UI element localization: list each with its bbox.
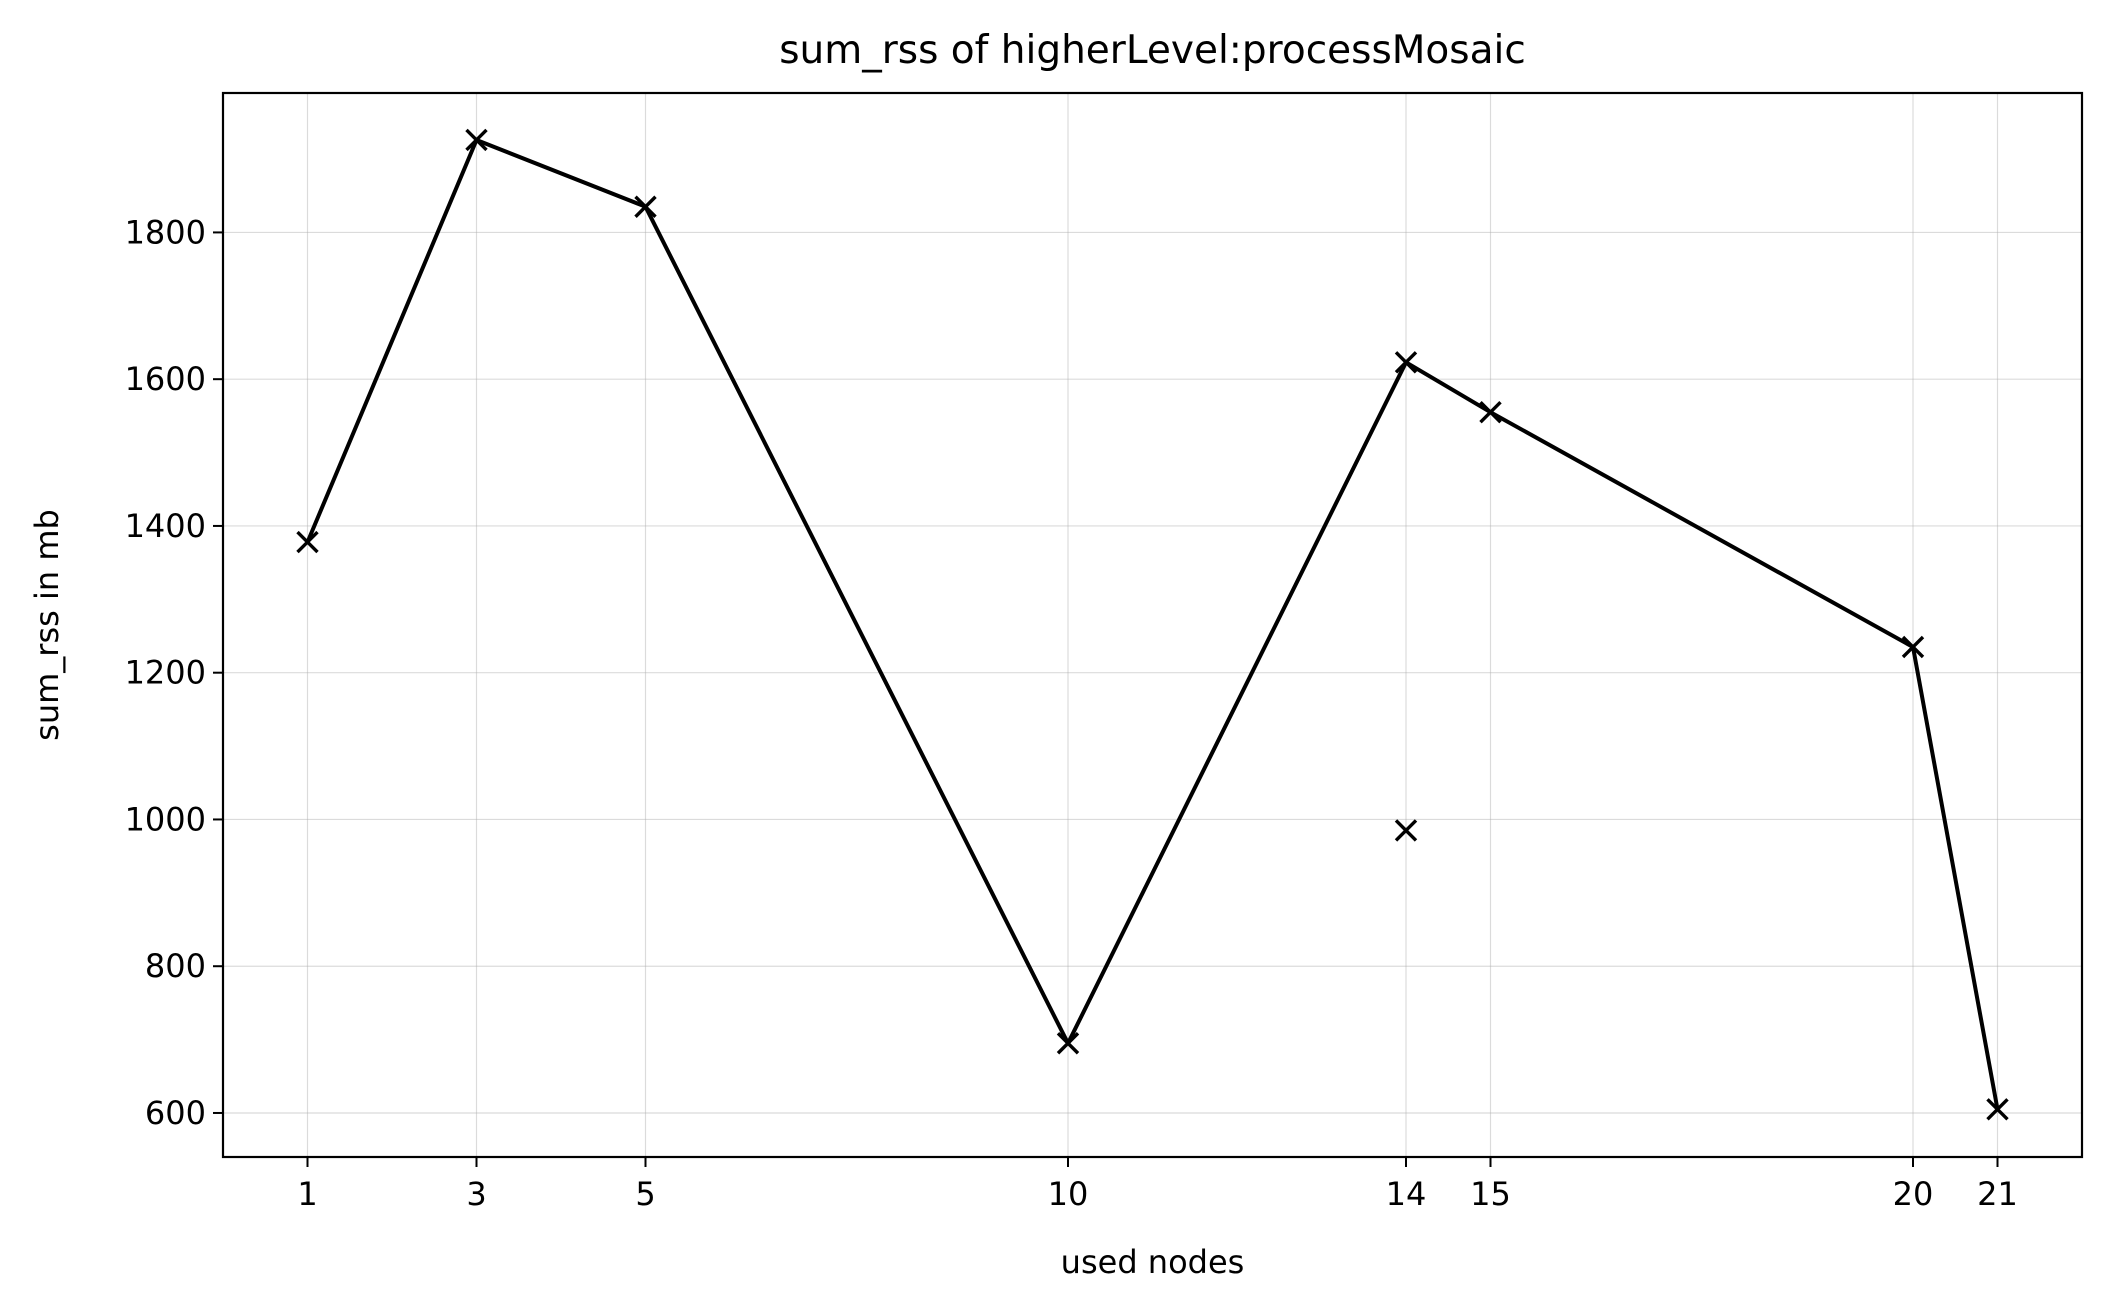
x-tick-label: 5: [635, 1175, 655, 1213]
series-layer: [296, 128, 2009, 1121]
series-line: [305, 138, 2000, 1110]
x-tick-label: 21: [1977, 1175, 2018, 1213]
x-tick-label: 10: [1048, 1175, 1089, 1213]
x-axis: 1 3 5 10 14 15 20 21: [297, 1157, 2018, 1213]
x-tick-label: 3: [466, 1175, 486, 1213]
y-tick-label: 1400: [125, 507, 206, 545]
x-tick-label: 20: [1893, 1175, 1934, 1213]
data-point-marker: [1394, 351, 1418, 374]
y-tick-label: 600: [145, 1094, 206, 1132]
data-point-marker: [1901, 635, 1925, 659]
x-tick-label: 15: [1470, 1175, 1511, 1213]
y-tick-label: 1800: [125, 213, 206, 251]
data-point-marker: [1986, 1098, 2009, 1121]
chart-title: sum_rss of higherLevel:processMosaic: [779, 28, 1526, 73]
y-axis: 600 800 1000 1200 1400 1600 1800: [125, 213, 223, 1132]
y-tick-label: 1600: [125, 360, 206, 398]
x-axis-label: used nodes: [1061, 1243, 1245, 1281]
data-point-marker: [634, 195, 657, 218]
data-point-marker: [1479, 400, 1502, 424]
data-point-marker: [1056, 1032, 1080, 1055]
x-tick-label: 1: [297, 1175, 317, 1213]
y-tick-label: 1200: [125, 654, 206, 692]
data-point-marker: [296, 530, 319, 554]
grid: [223, 93, 2082, 1157]
y-axis-label: sum_rss in mb: [28, 509, 66, 741]
y-tick-label: 800: [145, 947, 206, 985]
plot-frame: [221, 91, 2084, 1159]
data-point-marker: [1394, 819, 1418, 842]
x-tick-label: 14: [1386, 1175, 1427, 1213]
data-point-marker: [465, 128, 488, 152]
y-tick-label: 1000: [125, 800, 206, 838]
